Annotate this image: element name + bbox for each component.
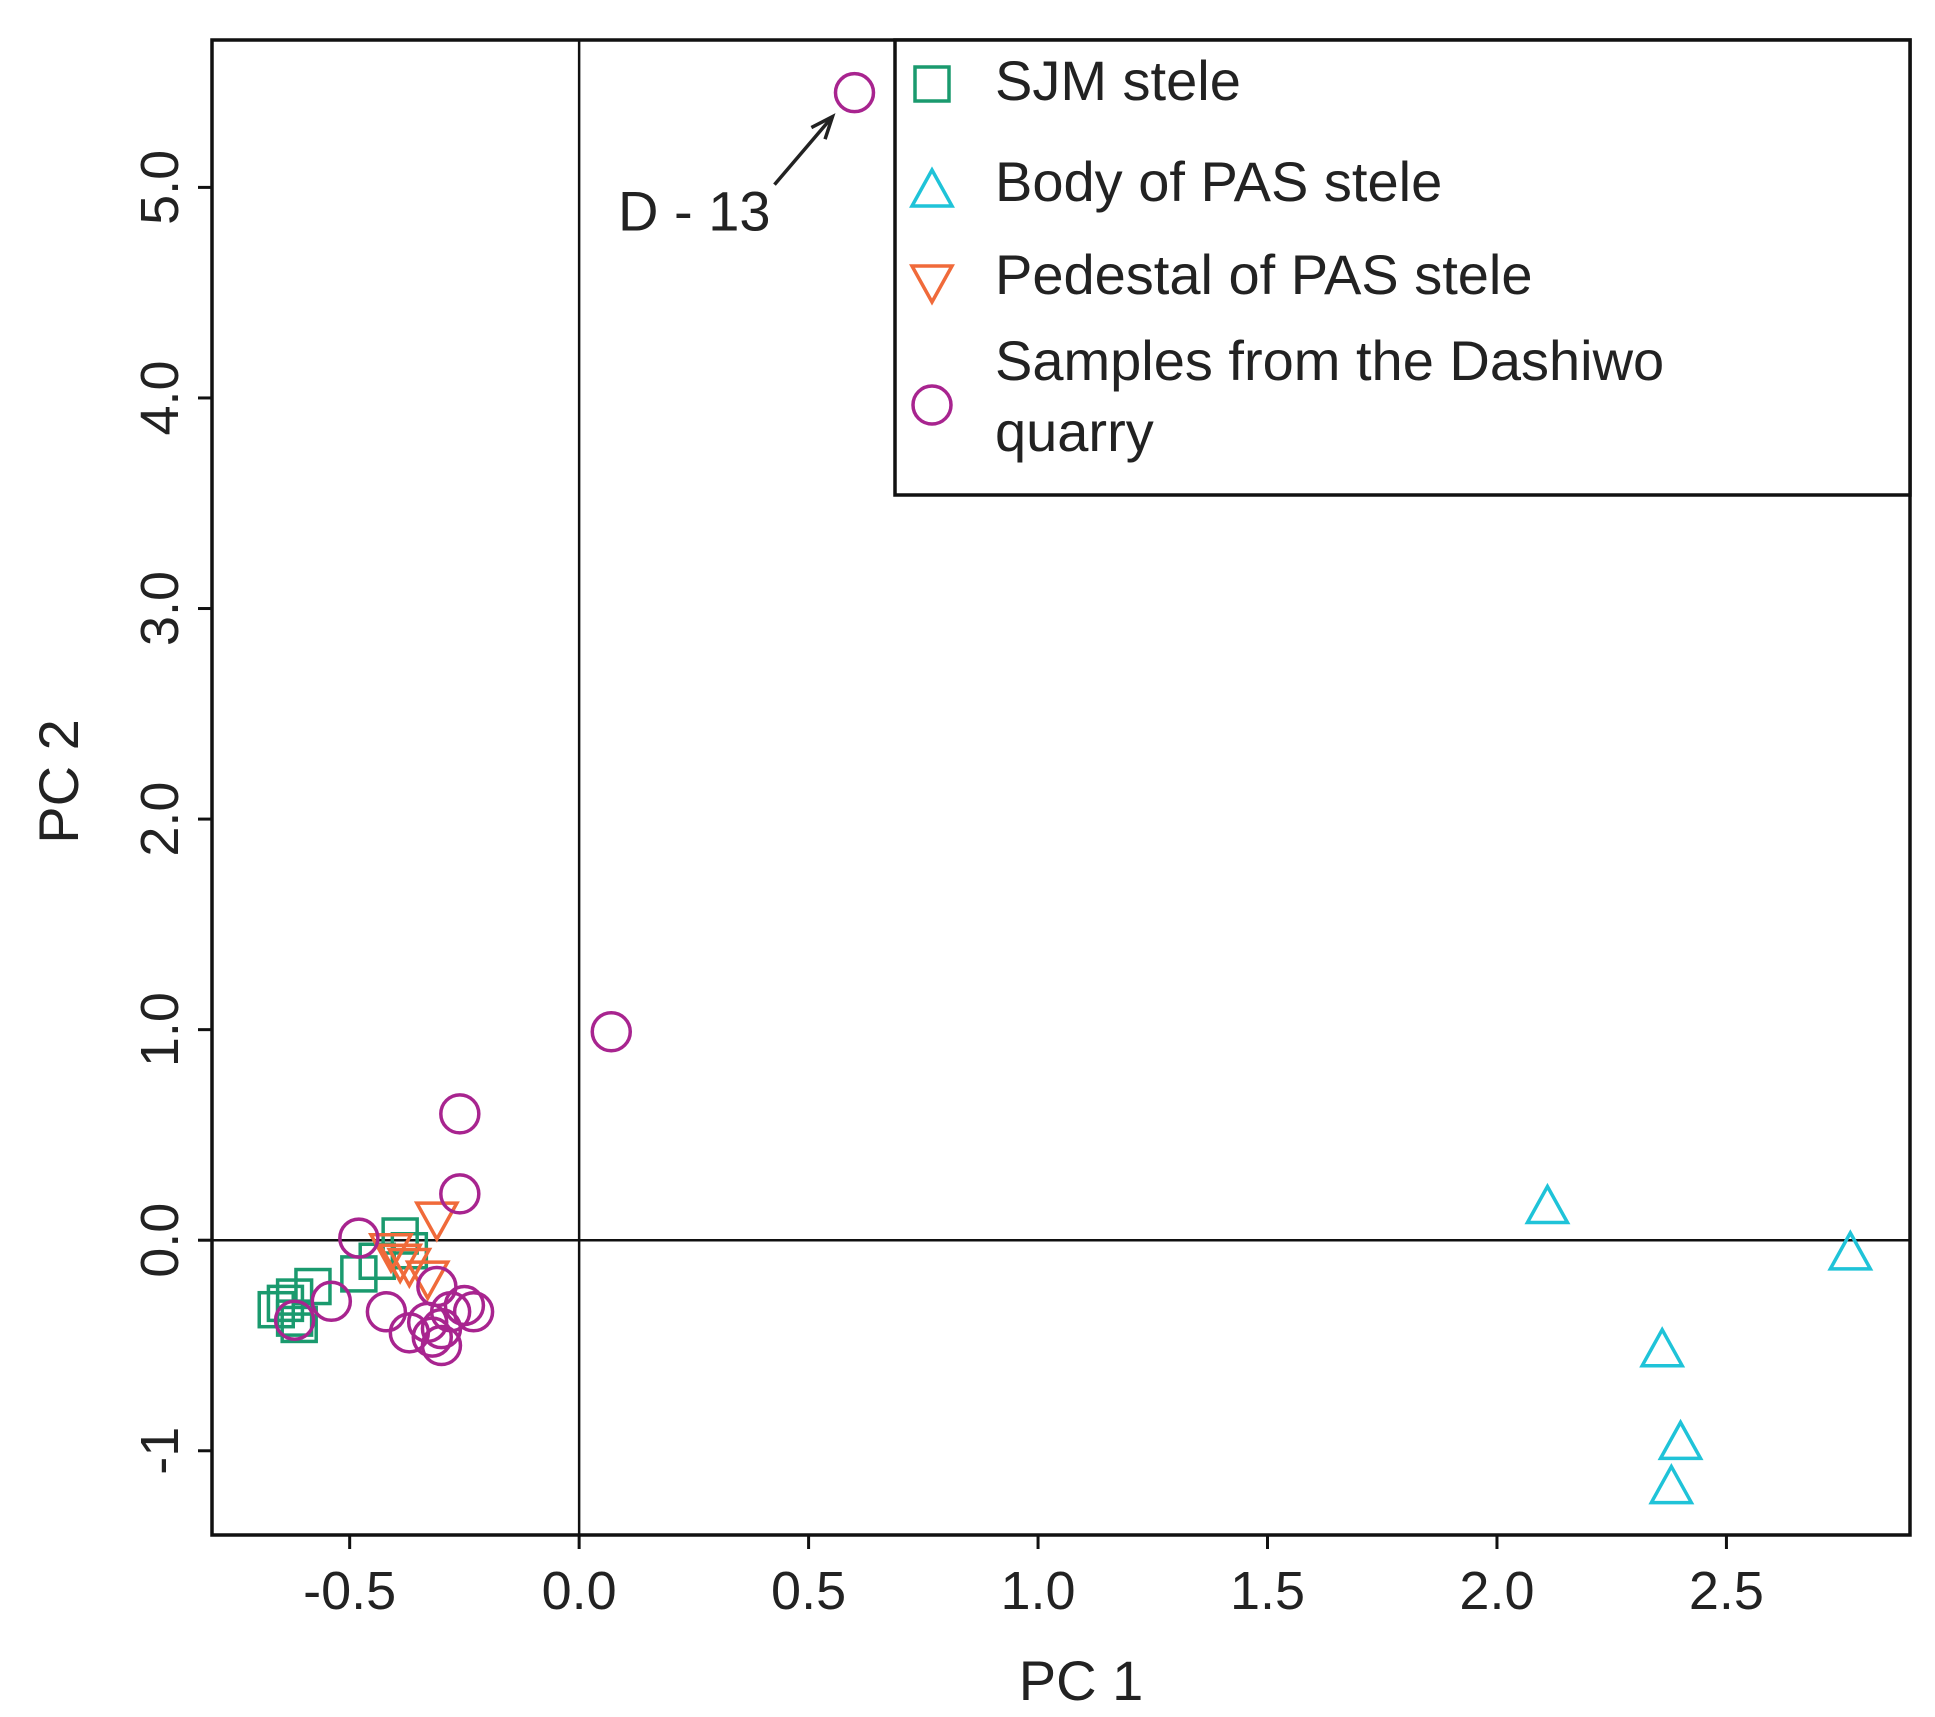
point-samples-from-the-dashiwo-quarry	[338, 1217, 380, 1259]
legend-symbol-sjm-stele	[913, 65, 951, 103]
point-samples-from-the-dashiwo-quarry	[590, 1011, 633, 1053]
y-tick-label: -1	[130, 1427, 190, 1475]
legend-label-samples-from-the-dashiwo-quarry: Samples from the Dashiwo quarry	[995, 329, 1664, 463]
point-body-of-pas-stele	[1524, 1182, 1571, 1225]
reference-lines	[212, 40, 1910, 1535]
y-tick-label: 0.0	[130, 1203, 190, 1278]
legend-box	[893, 38, 1912, 497]
point-samples-from-the-dashiwo-quarry	[452, 1291, 495, 1333]
legend-label-line: Samples from the Dashiwo	[995, 329, 1664, 392]
legend-label-line: quarry	[995, 400, 1154, 463]
point-pedestal-of-pas-stele	[377, 1243, 424, 1285]
y-axis-ticks: -1 0.0 1.0 2.0 3.0 4.0 5.0	[130, 150, 212, 1475]
point-samples-from-the-dashiwo-quarry	[439, 1173, 481, 1215]
legend-label-sjm-stele: SJM stele	[995, 49, 1241, 112]
y-tick-label: 4.0	[130, 360, 190, 435]
point-samples-from-the-dashiwo-quarry	[273, 1299, 316, 1341]
y-tick-label: 2.0	[130, 782, 190, 857]
x-axis-title: PC 1	[1019, 1649, 1144, 1712]
y-tick-label: 1.0	[130, 992, 190, 1067]
point-samples-from-the-dashiwo-quarry	[439, 1093, 481, 1135]
point-body-of-pas-stele	[1639, 1326, 1686, 1368]
point-body-of-pas-stele	[1648, 1462, 1695, 1505]
y-tick-label: 3.0	[130, 571, 190, 646]
point-samples-from-the-dashiwo-quarry	[365, 1291, 408, 1333]
point-pedestal-of-pas-stele	[386, 1247, 433, 1290]
y-tick-label: 5.0	[130, 150, 190, 225]
point-samples-from-the-dashiwo-quarry	[310, 1280, 353, 1323]
data-markers	[257, 71, 1874, 1505]
point-sjm-stele	[280, 1305, 318, 1344]
annotation-label: D - 13	[618, 180, 771, 243]
point-samples-from-the-dashiwo-quarry	[833, 71, 876, 114]
point-samples-from-the-dashiwo-quarry	[406, 1301, 449, 1344]
x-tick-label: 0.5	[771, 1561, 846, 1621]
x-tick-label: 1.5	[1230, 1561, 1305, 1621]
legend-symbol-samples-from-the-dashiwo-quarry	[911, 384, 953, 426]
legend-label-pedestal-of-pas-stele: Pedestal of PAS stele	[995, 243, 1533, 306]
x-tick-label: 2.0	[1459, 1561, 1534, 1621]
annotation-arrow-line	[773, 115, 834, 186]
annotation-arrow-head	[810, 113, 836, 140]
point-pedestal-of-pas-stele	[368, 1232, 414, 1275]
y-axis-title: PC 2	[27, 719, 90, 844]
point-pedestal-of-pas-stele	[413, 1201, 460, 1243]
x-tick-label: -0.5	[303, 1561, 396, 1621]
legend-symbol-pedestal-of-pas-stele	[909, 264, 955, 306]
legend: SJM stele Body of PAS stele Pedestal of PA…	[893, 38, 1912, 497]
x-axis-ticks: -0.5 0.0 0.5 1.0 1.5 2.0 2.5	[303, 1535, 1764, 1621]
x-tick-label: 0.0	[542, 1561, 617, 1621]
point-body-of-pas-stele	[1827, 1229, 1874, 1271]
legend-label-body-of-pas-stele: Body of PAS stele	[995, 150, 1442, 213]
series-samples-from-the-dashiwo-quarry	[273, 71, 876, 1367]
annotation-group: D - 13	[618, 113, 836, 243]
point-body-of-pas-stele	[1657, 1418, 1704, 1461]
x-tick-label: 2.5	[1689, 1561, 1764, 1621]
point-samples-from-the-dashiwo-quarry	[443, 1284, 486, 1327]
x-tick-label: 1.0	[1001, 1561, 1076, 1621]
legend-symbol-body-of-pas-stele	[909, 166, 955, 208]
series-body-of-pas-stele	[1524, 1182, 1874, 1505]
